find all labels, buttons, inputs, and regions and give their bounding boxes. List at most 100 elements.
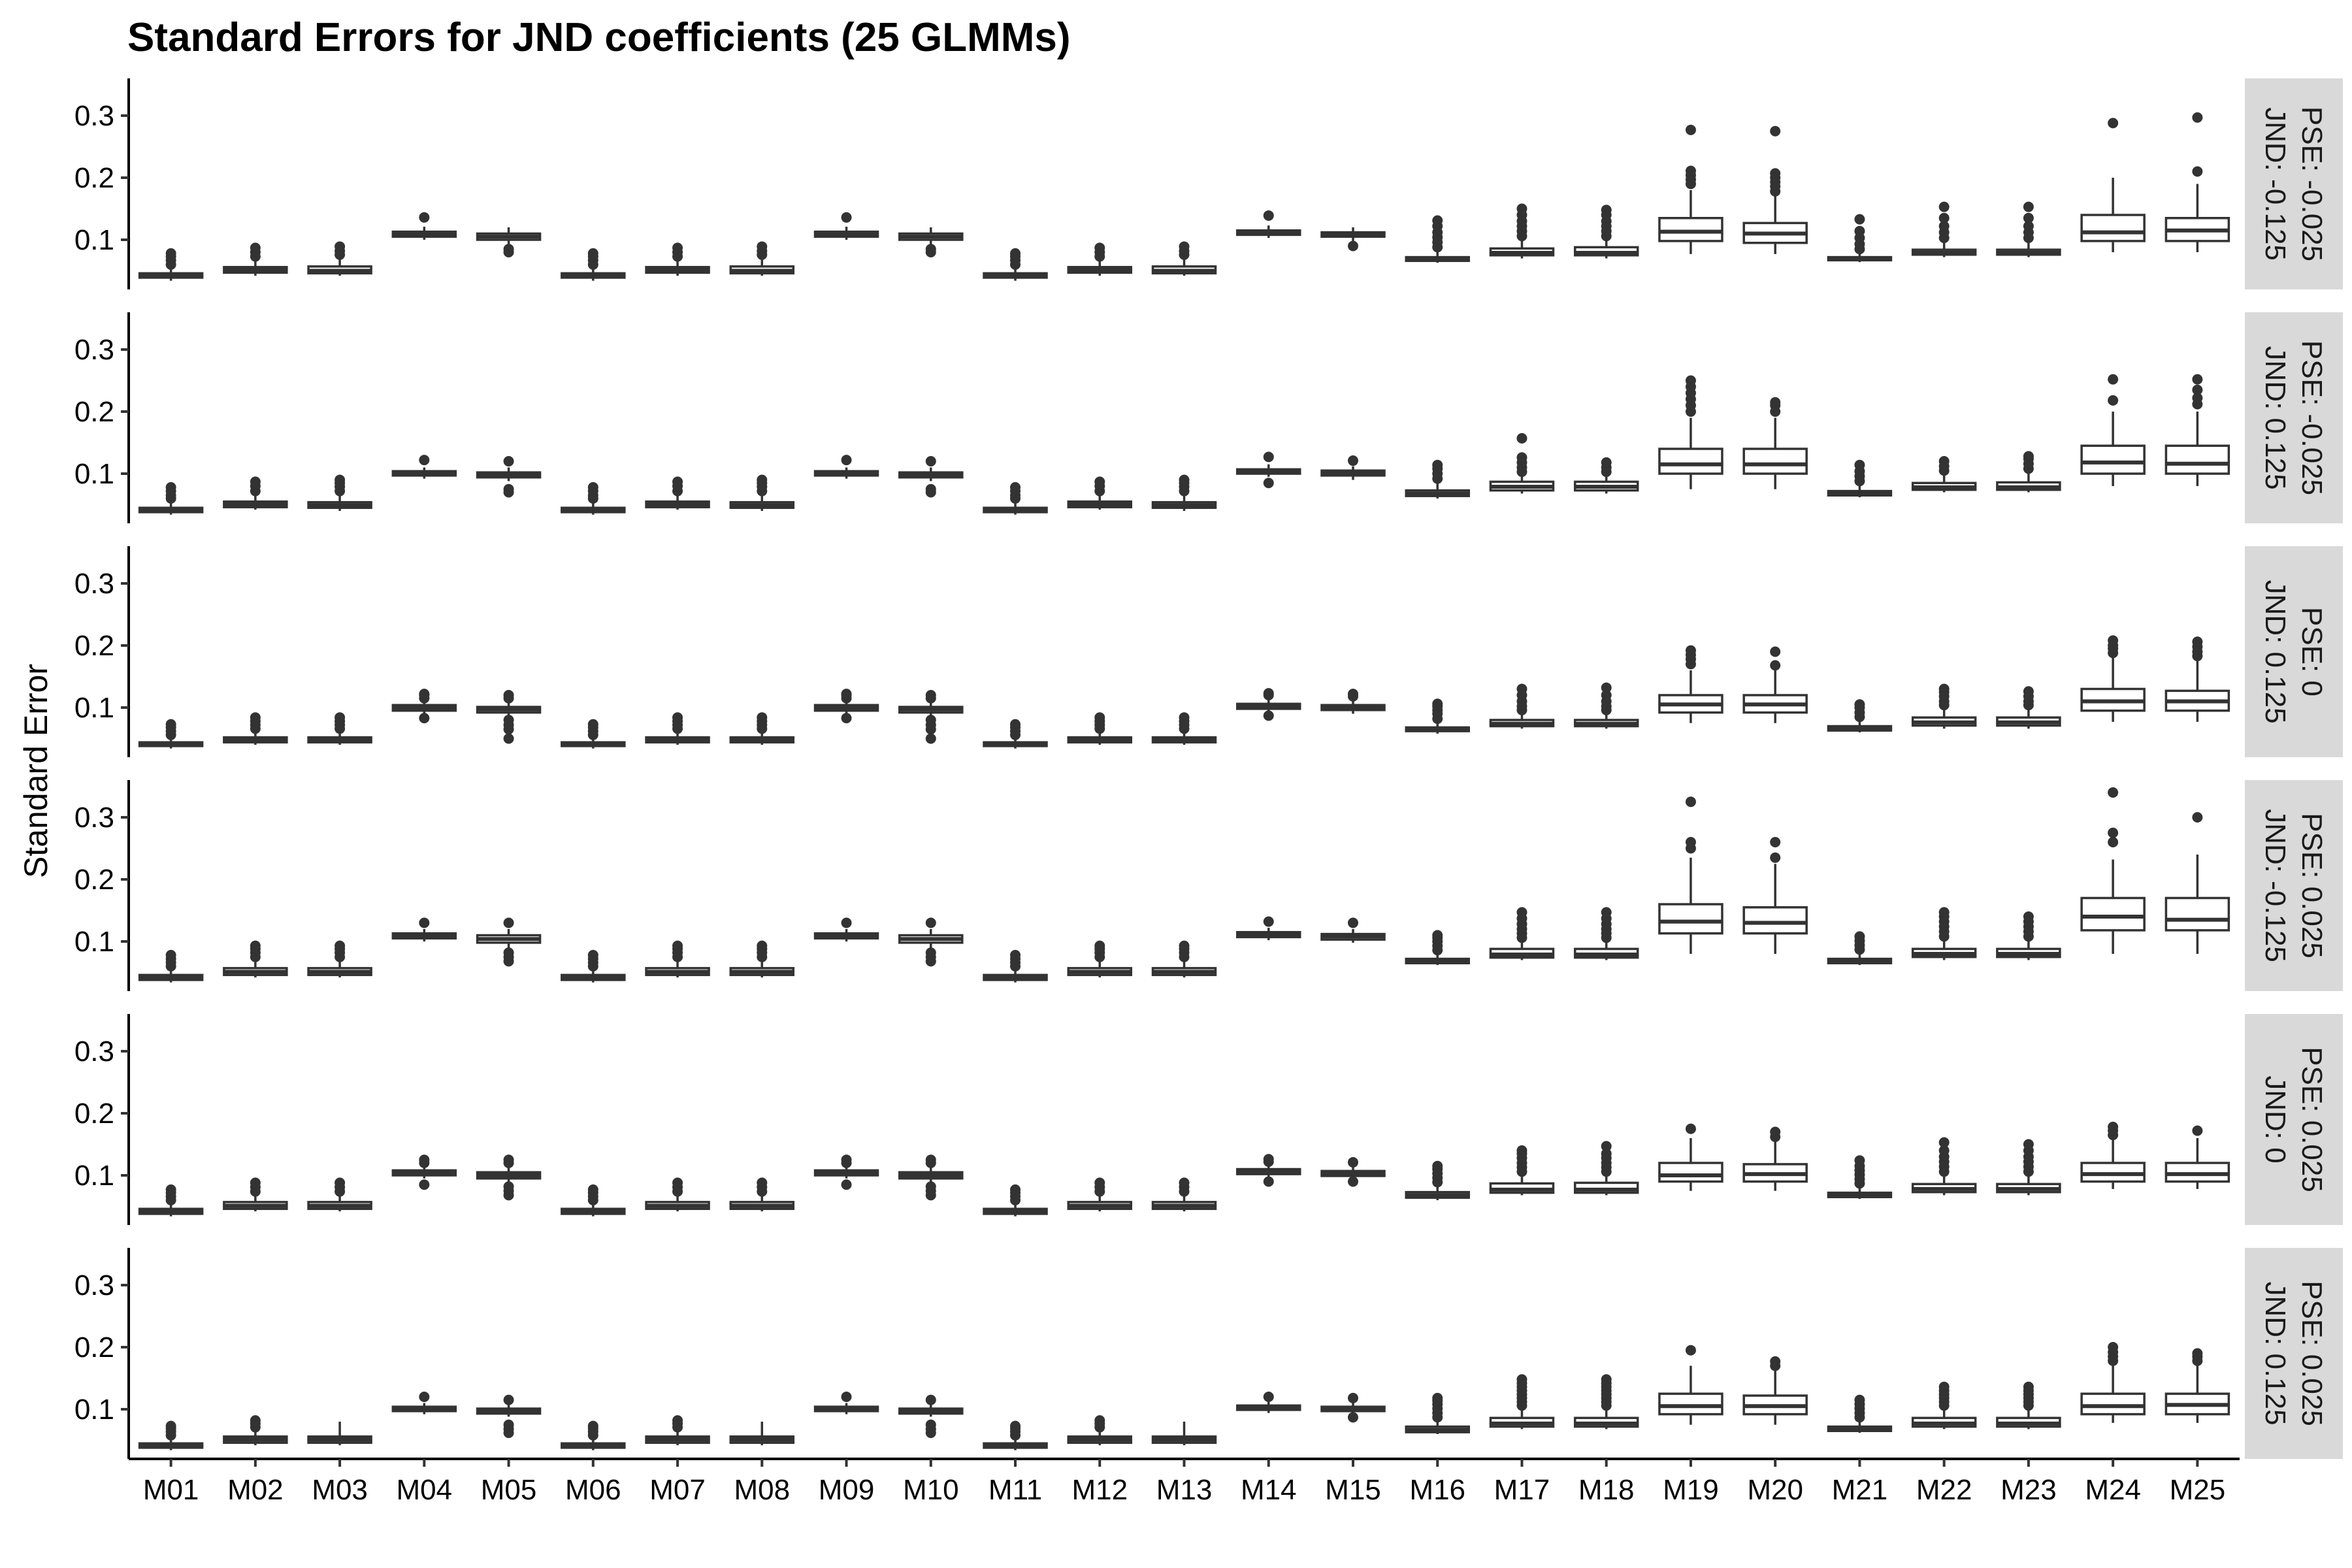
y-tick-label: 0.1	[74, 224, 114, 256]
outlier-point	[841, 1179, 852, 1190]
outlier-point	[1516, 907, 1527, 918]
outlier-point	[1685, 1345, 1696, 1356]
chart-title: Standard Errors for JND coefficients (25…	[127, 15, 1071, 60]
outlier-point	[925, 733, 936, 744]
x-axis: M01 M02 M03 M04 M05 M06 M07 M08 M09 M10 M11 M12 M13 M…	[129, 1458, 2240, 1506]
y-tick-label: 0.2	[74, 864, 114, 896]
outlier-point	[2108, 635, 2119, 646]
outlier-point	[1347, 1176, 1358, 1187]
outlier-point	[1432, 1392, 1443, 1403]
outlier-point	[587, 1420, 598, 1431]
box-M23	[1996, 451, 2061, 493]
box-M15	[1320, 1392, 1386, 1423]
box-M04	[391, 455, 457, 479]
box-M11	[983, 248, 1048, 281]
outlier-point	[841, 455, 852, 466]
box-M05	[476, 1154, 542, 1201]
outlier-point	[419, 1179, 430, 1190]
box-M12	[1067, 1177, 1133, 1212]
box-M06	[561, 1184, 626, 1217]
outlier-point	[1010, 1184, 1021, 1195]
facet-strip-label: PSE: 0.025	[2296, 813, 2328, 958]
iqr-box	[1658, 1392, 1723, 1416]
box-M21	[1827, 1155, 1893, 1200]
outlier-point	[1938, 1381, 1950, 1392]
box-M09	[813, 212, 879, 240]
x-tick-label: M13	[1156, 1474, 1213, 1506]
box-M14	[1235, 916, 1301, 941]
y-tick-label: 0.1	[74, 1160, 114, 1192]
box-M01	[138, 482, 204, 515]
box-M03	[307, 241, 372, 276]
outlier-point	[1432, 215, 1443, 226]
box-M16	[1405, 930, 1470, 966]
outlier-point	[1685, 375, 1696, 386]
box-M20	[1742, 397, 1808, 489]
outlier-point	[1010, 1420, 1021, 1431]
box-M18	[1573, 1141, 1639, 1196]
outlier-point	[925, 947, 936, 958]
outlier-point	[1179, 1177, 1190, 1188]
facet-strip	[2245, 78, 2343, 289]
box-M21	[1827, 1394, 1893, 1433]
box-M06	[561, 719, 626, 749]
outlier-point	[2023, 201, 2034, 212]
outlier-point	[2192, 1125, 2203, 1136]
box-M25	[2164, 812, 2230, 954]
outlier-point	[587, 949, 598, 960]
outlier-point	[1685, 645, 1696, 656]
iqr-box	[1658, 448, 1723, 475]
box-M21	[1827, 699, 1893, 732]
outlier-point	[503, 690, 514, 700]
iqr-box	[2080, 444, 2146, 475]
outlier-point	[2023, 911, 2034, 922]
outlier-point	[335, 474, 346, 485]
x-tick-label: M25	[2170, 1474, 2226, 1506]
box-M20	[1742, 1356, 1808, 1425]
facet-strip-label: PSE: 0	[2296, 607, 2328, 696]
outlier-point	[165, 248, 176, 259]
box-M09	[813, 689, 879, 724]
box-M14	[1235, 210, 1301, 238]
facet-strip-label: JND: 0.125	[2259, 1281, 2291, 1425]
box-M13	[1151, 241, 1217, 276]
outlier-point	[1516, 203, 1527, 214]
outlier-point	[419, 689, 430, 700]
outlier-point	[419, 212, 430, 223]
outlier-point	[2108, 395, 2119, 406]
outlier-point	[587, 1184, 598, 1195]
iqr-box	[1742, 448, 1808, 475]
outlier-point	[1601, 1148, 1612, 1159]
outlier-point	[925, 715, 936, 725]
facet-strip-label: JND: -0.125	[2259, 809, 2291, 962]
outlier-point	[2023, 221, 2034, 232]
outlier-point	[1685, 837, 1696, 847]
box-M22	[1911, 907, 1977, 960]
outlier-point	[2023, 686, 2034, 697]
box-M06	[561, 949, 626, 983]
box-M10	[898, 690, 964, 744]
outlier-point	[672, 1415, 683, 1426]
box-M02	[223, 476, 288, 510]
box-M25	[2164, 374, 2230, 486]
outlier-point	[2192, 812, 2203, 823]
outlier-point	[250, 476, 261, 487]
iqr-box	[1658, 1162, 1723, 1183]
outlier-point	[2108, 1342, 2119, 1352]
x-tick-label: M02	[227, 1474, 284, 1506]
box-M23	[1996, 686, 2061, 729]
outlier-point	[925, 1419, 936, 1430]
box-M18	[1573, 907, 1639, 960]
outlier-point	[2108, 827, 2119, 838]
iqr-box	[2080, 896, 2146, 932]
box-M14	[1235, 688, 1301, 721]
outlier-point	[1516, 1374, 1527, 1385]
box-M21	[1827, 931, 1893, 966]
outlier-point	[2192, 166, 2203, 177]
outlier-point	[1263, 210, 1274, 221]
outlier-point	[1432, 930, 1443, 941]
box-M10	[898, 917, 964, 967]
box-M24	[2080, 374, 2146, 486]
outlier-point	[1094, 940, 1105, 951]
